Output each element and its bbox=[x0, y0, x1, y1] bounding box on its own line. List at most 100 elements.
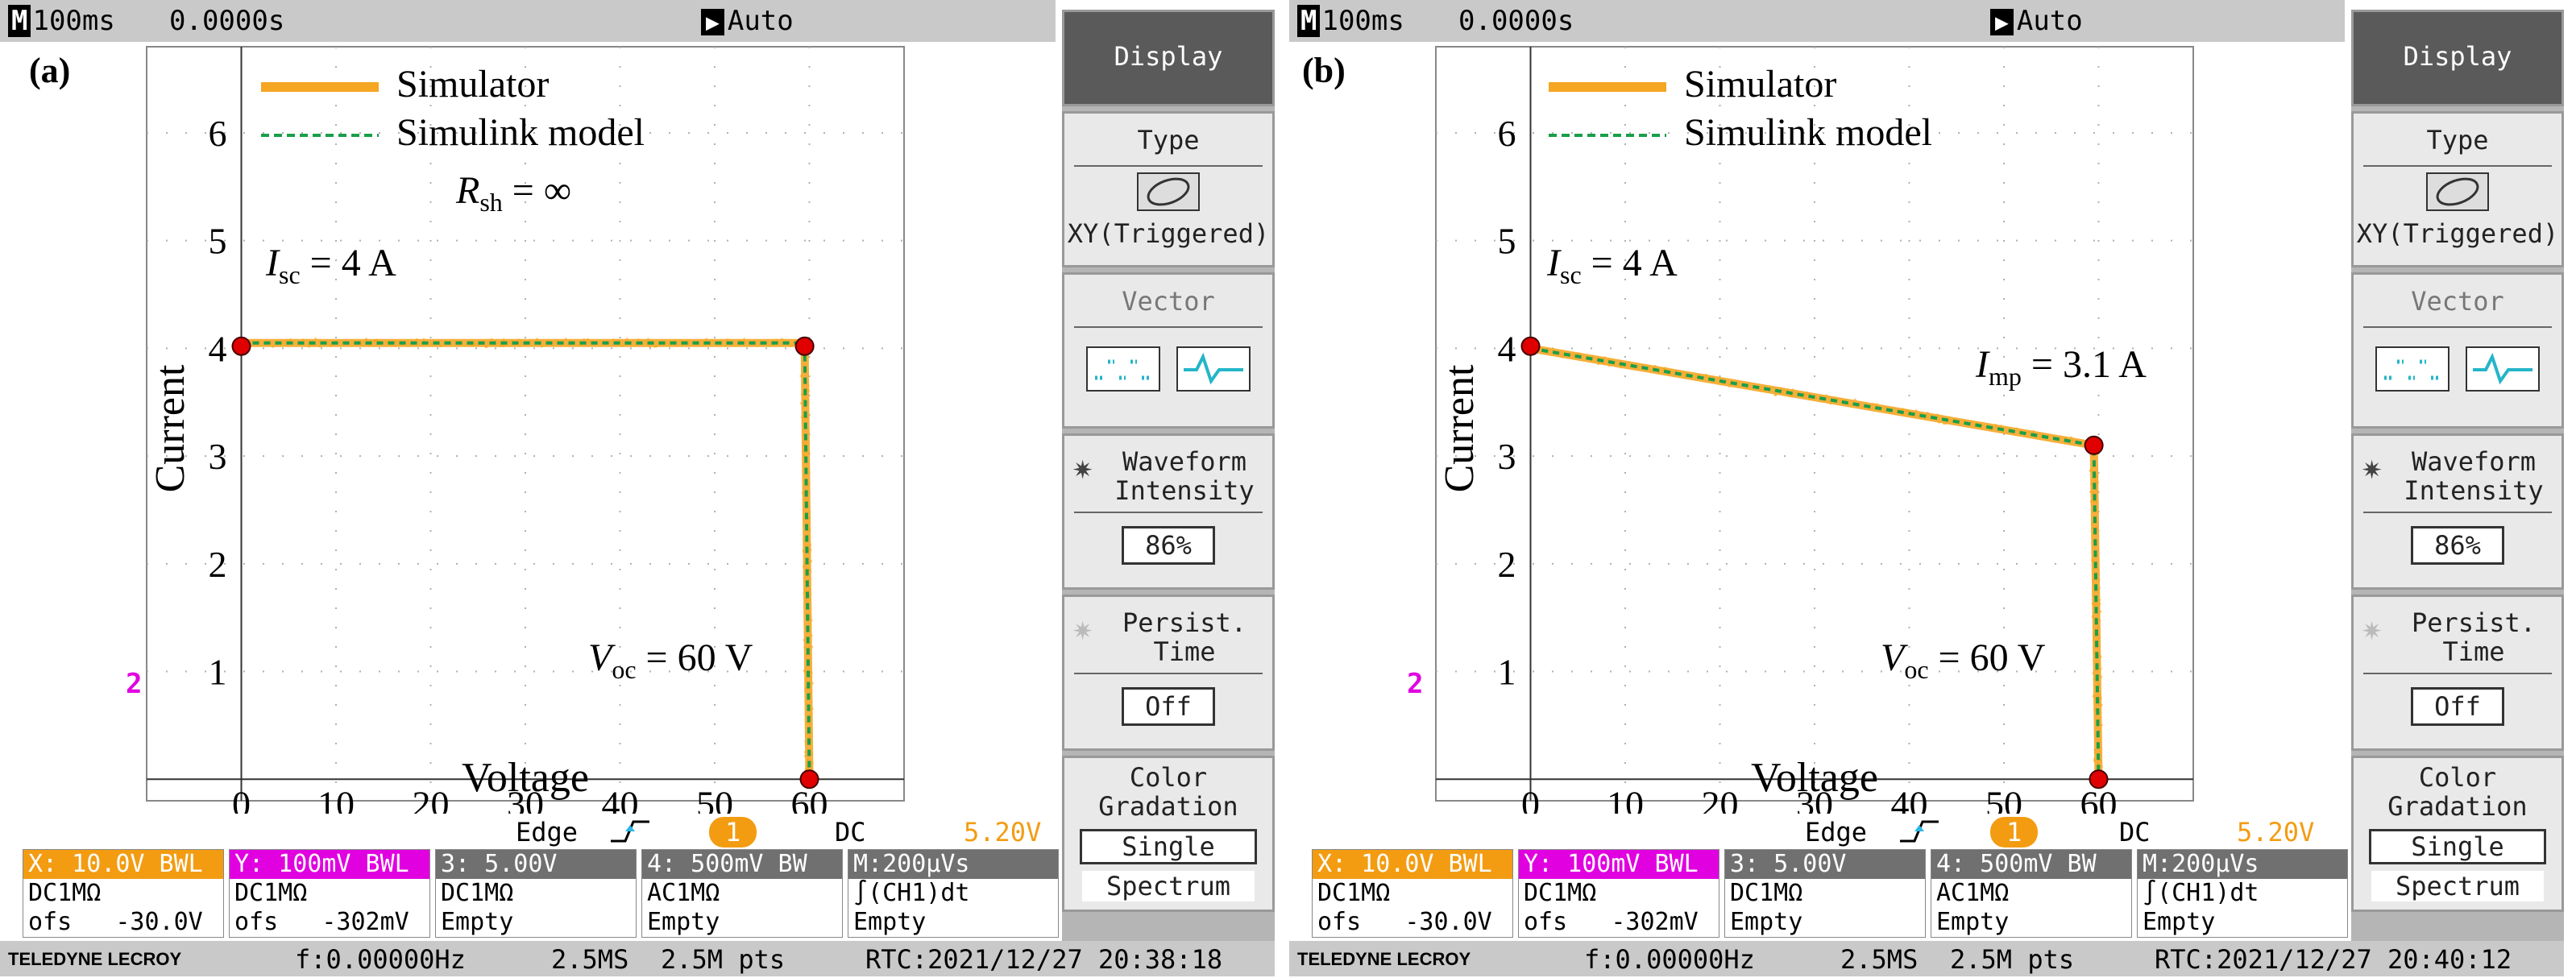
persist-time-label: Persist. Time bbox=[1122, 607, 1247, 667]
simulator-noise bbox=[239, 338, 814, 780]
y-tick-label: 4 bbox=[1498, 328, 1516, 369]
persist-time-menu[interactable]: ✷ Persist. Time Off bbox=[2351, 595, 2564, 751]
x-axis-label: Voltage bbox=[1751, 755, 1878, 801]
time-offset[interactable]: 0.0000s bbox=[1458, 5, 1574, 37]
vector-menu[interactable]: Vector bbox=[2351, 272, 2564, 429]
m-icon: M bbox=[8, 5, 31, 37]
timebase-readout[interactable]: M 100ms bbox=[1297, 5, 1404, 37]
channel-y[interactable]: Y: 100mV BWL DC1MΩ ofs -302mV bbox=[1518, 849, 1719, 938]
x-tick-label: 20 bbox=[413, 783, 450, 814]
timebase-readout[interactable]: M 100ms bbox=[8, 5, 115, 37]
record-length: 2.5M pts bbox=[661, 944, 786, 975]
trigger-coupling: DC bbox=[2119, 817, 2151, 847]
channel-x[interactable]: X: 10.0V BWL DC1MΩ ofs -30.0V bbox=[23, 849, 224, 938]
y-tick-label: 1 bbox=[1498, 652, 1516, 693]
trigger-source[interactable]: 1 bbox=[1990, 817, 2039, 847]
x-tick-label: 20 bbox=[1702, 783, 1739, 814]
type-value: XY(Triggered) bbox=[1067, 218, 1270, 249]
persist-knob-icon: ✷ bbox=[1072, 608, 1093, 648]
color-spectrum-option[interactable]: Spectrum bbox=[1082, 871, 1255, 901]
rising-edge-icon bbox=[1900, 820, 1939, 843]
frequency-readout: f:0.00000Hz bbox=[295, 944, 466, 975]
persist-time-menu[interactable]: ✷ Persist. Time Off bbox=[1062, 595, 1275, 751]
channel-x[interactable]: X: 10.0V BWL DC1MΩ ofs -30.0V bbox=[1312, 849, 1513, 938]
channel-3[interactable]: 3: 5.00V DC1MΩ Empty bbox=[1724, 849, 1926, 938]
color-single-option[interactable]: Single bbox=[2369, 829, 2546, 864]
play-icon: ▶ bbox=[701, 9, 724, 35]
footer-bar: TELEDYNE LECROY f:0.00000Hz 2.5MS 2.5M p… bbox=[0, 941, 1275, 976]
channel-4[interactable]: 4: 500mV BW AC1MΩ Empty bbox=[641, 849, 843, 938]
status-bar: M 100ms 0.0000s ▶ Auto bbox=[0, 0, 1056, 42]
vector-label: Vector bbox=[1122, 286, 1215, 317]
series-simulator bbox=[241, 338, 814, 780]
trigger-type: Edge bbox=[516, 817, 579, 847]
x-tick-label: 40 bbox=[1891, 783, 1928, 814]
vector-mode-icons bbox=[1086, 346, 1251, 392]
series-layer bbox=[1529, 344, 2103, 780]
color-spectrum-option[interactable]: Spectrum bbox=[2371, 871, 2544, 901]
trigger-level: 5.20V bbox=[2237, 817, 2315, 847]
display-menu-title[interactable]: Display bbox=[1062, 10, 1275, 106]
status-bar: M 100ms 0.0000s ▶ Auto bbox=[1289, 0, 2345, 42]
waveform-intensity-label: Waveform Intensity bbox=[1114, 446, 1255, 506]
y-tick-label: 2 bbox=[209, 544, 227, 585]
channel-math[interactable]: M:200µVs ∫(CH1)dt Empty bbox=[2137, 849, 2348, 938]
y-axis-label: Current bbox=[1437, 364, 1483, 492]
display-menu-title[interactable]: Display bbox=[2351, 10, 2564, 106]
graticule-border bbox=[146, 46, 905, 802]
channel-math[interactable]: M:200µVs ∫(CH1)dt Empty bbox=[848, 849, 1059, 938]
dots-icon bbox=[1086, 346, 1160, 392]
x-tick-label: 50 bbox=[696, 783, 733, 814]
xy-plot-area: 0 10 20 30 40 50 60 1 2 3 4 5 6 (a) Simulator Simuli… bbox=[0, 42, 1056, 814]
channel-3[interactable]: 3: 5.00V DC1MΩ Empty bbox=[435, 849, 637, 938]
simulator-noise bbox=[1529, 344, 2103, 781]
timebase-value: 100ms bbox=[32, 5, 115, 37]
channel-info: X: 10.0V BWL DC1MΩ ofs -30.0V Y: 100mV BWL… bbox=[1312, 849, 2351, 938]
color-single-option[interactable]: Single bbox=[1080, 829, 1257, 864]
waveform-intensity-menu[interactable]: ✷ Waveform Intensity 86% bbox=[2351, 433, 2564, 590]
trigger-mode[interactable]: ▶ Auto bbox=[701, 5, 794, 37]
legend-model-label: Simulink model bbox=[1684, 111, 1932, 154]
vector-mode-icons bbox=[2375, 346, 2540, 392]
key-point-marker bbox=[2084, 435, 2104, 455]
y-tick-label: 3 bbox=[209, 436, 227, 477]
record-length: 2.5M pts bbox=[1950, 944, 2075, 975]
channel-4[interactable]: 4: 500mV BW AC1MΩ Empty bbox=[1931, 849, 2132, 938]
trigger-mode[interactable]: ▶ Auto bbox=[1990, 5, 2083, 37]
y-tick-label: 2 bbox=[1498, 544, 1516, 585]
persist-time-value: Off bbox=[2411, 687, 2504, 726]
trigger-source[interactable]: 1 bbox=[709, 817, 757, 847]
vector-menu[interactable]: Vector bbox=[1062, 272, 1275, 429]
legend-simulator-label: Simulator bbox=[1684, 63, 1836, 106]
type-menu[interactable]: Type XY(Triggered) bbox=[2351, 111, 2564, 267]
ground-marker: 2 bbox=[126, 668, 142, 700]
x-axis-label: Voltage bbox=[462, 755, 589, 801]
frequency-readout: f:0.00000Hz bbox=[1584, 944, 1755, 975]
color-gradation-label: Color Gradation bbox=[2387, 762, 2528, 822]
persist-knob-icon: ✷ bbox=[2362, 608, 2383, 648]
rtc-clock: RTC:2021/12/27 20:40:12 bbox=[2155, 944, 2512, 975]
color-gradation-menu[interactable]: Color Gradation Single Spectrum bbox=[2351, 756, 2564, 912]
time-offset[interactable]: 0.0000s bbox=[169, 5, 285, 37]
brand-logo: TELEDYNE LECROY bbox=[8, 949, 182, 969]
channel-y[interactable]: Y: 100mV BWL DC1MΩ ofs -302mV bbox=[229, 849, 430, 938]
y-axis-label: Current bbox=[147, 364, 193, 492]
key-point-marker bbox=[799, 769, 819, 789]
intensity-knob-icon: ✷ bbox=[1072, 447, 1093, 487]
type-menu[interactable]: Type XY(Triggered) bbox=[1062, 111, 1275, 267]
trigger-mode-label: Auto bbox=[727, 5, 794, 37]
waveform-intensity-menu[interactable]: ✷ Waveform Intensity 86% bbox=[1062, 433, 1275, 590]
waveform-intensity-label: Waveform Intensity bbox=[2404, 446, 2544, 506]
series-layer bbox=[241, 338, 814, 780]
series-simulink-model bbox=[241, 341, 811, 780]
color-gradation-menu[interactable]: Color Gradation Single Spectrum bbox=[1062, 756, 1275, 912]
sample-rate: 2.5MS bbox=[1840, 944, 1919, 975]
key-point-marker bbox=[2089, 769, 2109, 789]
trigger-type: Edge bbox=[1805, 817, 1868, 847]
graticule-grid bbox=[147, 47, 904, 801]
marker-layer bbox=[1520, 336, 2109, 789]
